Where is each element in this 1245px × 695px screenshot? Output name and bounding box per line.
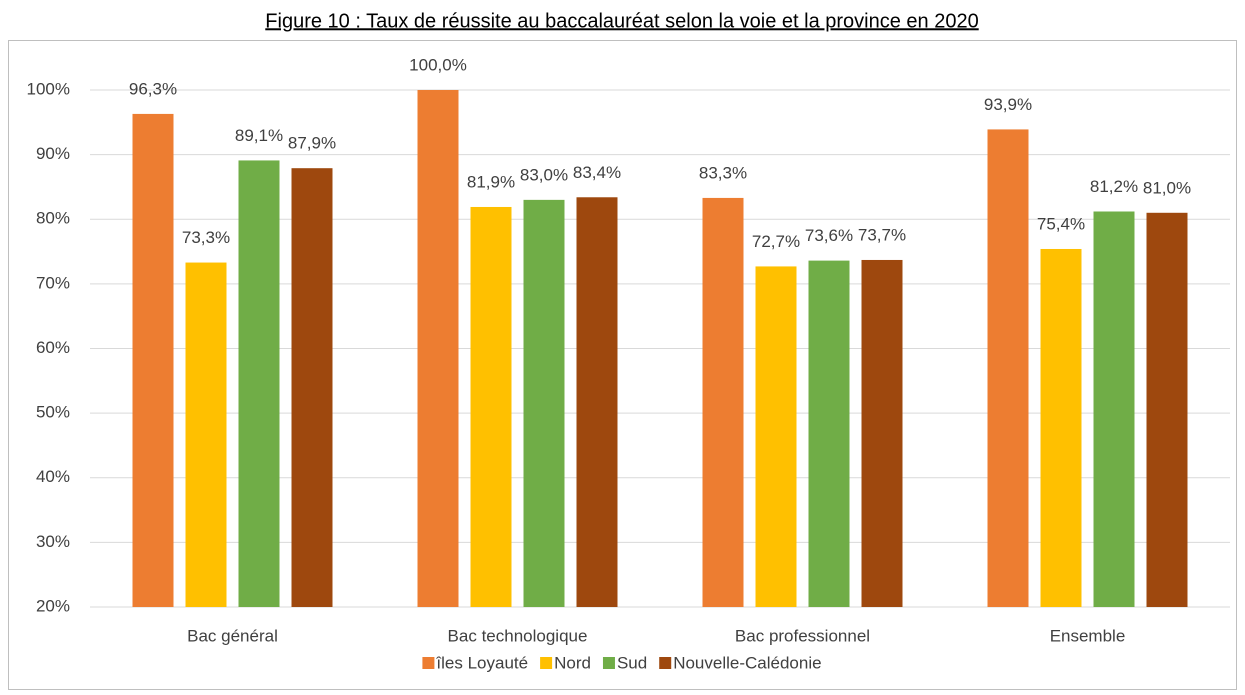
x-tick-label: Ensemble: [1050, 626, 1126, 645]
data-label: 81,2%: [1090, 177, 1138, 196]
legend-label: Nouvelle-Calédonie: [673, 653, 821, 672]
bar: [987, 129, 1029, 607]
data-label: 83,0%: [520, 165, 568, 184]
data-label: 83,3%: [699, 163, 747, 182]
y-tick-label: 80%: [36, 209, 70, 228]
bar: [861, 259, 903, 607]
bar: [1040, 248, 1082, 608]
y-tick-label: 40%: [36, 467, 70, 486]
y-tick-label: 90%: [36, 144, 70, 163]
data-label: 81,0%: [1143, 178, 1191, 197]
legend-label: Nord: [554, 653, 591, 672]
data-label: 75,4%: [1037, 214, 1085, 233]
bar: [1146, 212, 1188, 607]
bar: [417, 90, 459, 607]
bar: [808, 260, 850, 607]
data-label: 73,7%: [858, 225, 906, 244]
legend-swatch: [422, 657, 435, 669]
x-tick-label: Bac professionnel: [735, 626, 870, 645]
legend-label: îles Loyauté: [435, 653, 528, 672]
y-tick-label: 30%: [36, 532, 70, 551]
data-label: 73,6%: [805, 226, 853, 245]
data-label: 93,9%: [984, 95, 1032, 114]
bar: [470, 206, 512, 607]
y-tick-label: 100%: [27, 79, 70, 98]
data-label: 96,3%: [129, 79, 177, 98]
legend-swatch: [659, 657, 672, 669]
bar: [1093, 211, 1135, 607]
chart-border: [8, 40, 1237, 690]
legend-label: Sud: [617, 653, 647, 672]
y-tick-label: 50%: [36, 403, 70, 422]
y-tick-label: 70%: [36, 273, 70, 292]
bar: [185, 262, 227, 607]
bar: [755, 266, 797, 607]
y-tick-label: 20%: [36, 596, 70, 615]
y-tick-label: 60%: [36, 338, 70, 357]
data-label: 73,3%: [182, 228, 230, 247]
bar: [291, 168, 333, 608]
legend-swatch: [602, 657, 615, 669]
chart-title: Figure 10 : Taux de réussite au baccalau…: [265, 10, 978, 32]
x-tick-label: Bac technologique: [448, 626, 588, 645]
data-label: 83,4%: [573, 163, 621, 182]
data-label: 87,9%: [288, 134, 336, 153]
data-label: 89,1%: [235, 126, 283, 145]
data-label: 72,7%: [752, 232, 800, 251]
data-label: 81,9%: [467, 172, 515, 191]
bar: [132, 113, 174, 607]
bar: [523, 199, 565, 608]
data-label: 100,0%: [409, 55, 467, 74]
bar: [238, 160, 280, 607]
legend-swatch: [540, 657, 553, 669]
x-tick-label: Bac général: [187, 626, 278, 645]
bar: [576, 197, 618, 607]
bar: [702, 197, 744, 607]
